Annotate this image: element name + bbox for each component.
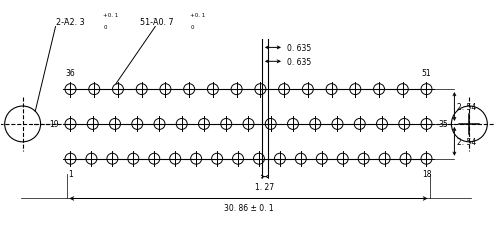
Text: 0. 635: 0. 635	[287, 58, 311, 67]
Text: 2. 54: 2. 54	[457, 137, 477, 146]
Text: 30. 86 ± 0. 1: 30. 86 ± 0. 1	[224, 204, 273, 212]
Text: 0: 0	[103, 25, 107, 29]
Text: 2-Ά2. 3: 2-Ά2. 3	[55, 18, 84, 27]
Text: 0: 0	[190, 25, 194, 29]
Text: +0. 1: +0. 1	[103, 13, 119, 18]
Text: 51-Ά0. 7: 51-Ά0. 7	[140, 18, 174, 27]
Text: +0. 1: +0. 1	[190, 13, 205, 18]
Text: 19: 19	[49, 120, 58, 129]
Text: 0. 635: 0. 635	[287, 44, 311, 53]
Text: 1: 1	[68, 169, 73, 178]
Text: 2. 54: 2. 54	[457, 103, 477, 112]
Text: 51: 51	[422, 69, 431, 78]
Text: 1. 27: 1. 27	[255, 182, 275, 191]
Text: 35: 35	[439, 120, 448, 129]
Text: 36: 36	[66, 69, 75, 78]
Text: 18: 18	[422, 169, 431, 178]
